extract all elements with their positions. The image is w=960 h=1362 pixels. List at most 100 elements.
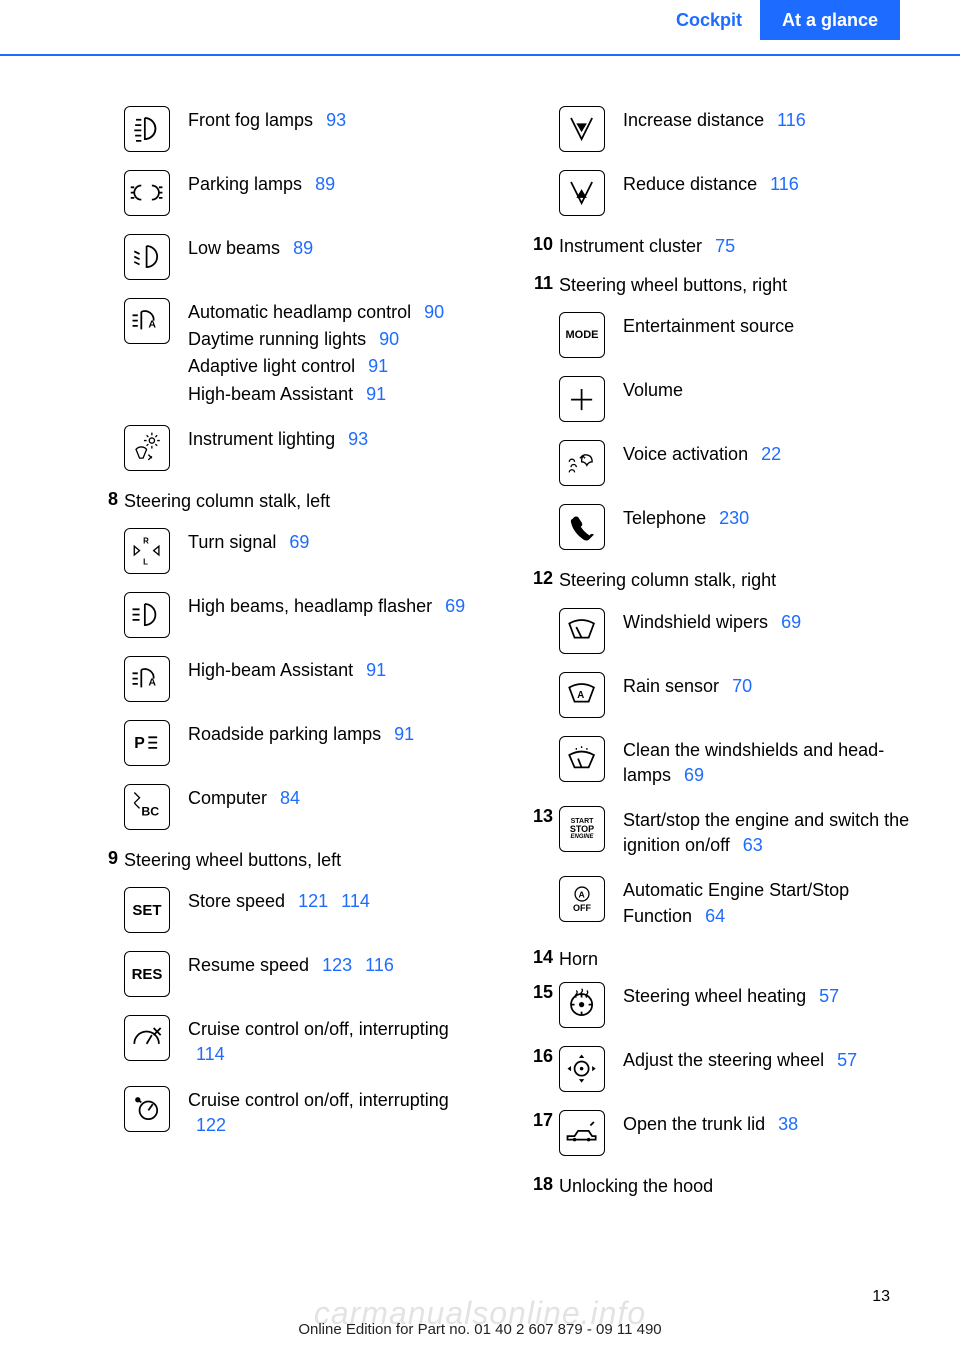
item-label: Automatic headlamp con­trol	[188, 302, 411, 322]
auto-headlamp-icon: A	[124, 298, 170, 344]
page-ref[interactable]: 84	[280, 788, 300, 808]
page-ref[interactable]: 89	[293, 238, 313, 258]
page-ref[interactable]: 38	[778, 1114, 798, 1134]
page-ref[interactable]: 116	[770, 174, 799, 194]
item-label: Computer	[188, 788, 267, 808]
svg-text:R: R	[143, 537, 149, 546]
footer-text: Online Edition for Part no. 01 40 2 607 …	[0, 1321, 960, 1338]
item-label: Unlocking the hood	[559, 1176, 713, 1196]
item-label: Reduce distance	[623, 174, 757, 194]
page-ref[interactable]: 114	[341, 891, 370, 911]
item-label: Entertainment source	[623, 316, 794, 336]
page-ref[interactable]: 69	[684, 765, 704, 785]
section-label: Steering column stalk, right	[559, 570, 776, 590]
page-ref[interactable]: 122	[196, 1115, 226, 1135]
section-label: Steering column stalk, left	[124, 491, 330, 511]
page-ref[interactable]: 70	[732, 676, 752, 696]
list-item: Cruise control on/off, interrupt­ing 114	[90, 1015, 485, 1067]
cruise-control-2-icon	[124, 1086, 170, 1132]
tab-cockpit[interactable]: Cockpit	[658, 0, 760, 40]
page-ref[interactable]: 91	[394, 724, 414, 744]
section-number: 13	[525, 806, 559, 827]
item-label: Roadside parking lamps	[188, 724, 381, 744]
page-ref[interactable]: 230	[719, 508, 749, 528]
item-label: Horn	[559, 949, 598, 969]
list-item: Voice activation 22	[525, 440, 920, 486]
reduce-distance-icon	[559, 170, 605, 216]
item-label: High-beam Assistant	[188, 660, 353, 680]
page-ref[interactable]: 90	[424, 302, 444, 322]
page-ref[interactable]: 69	[781, 612, 801, 632]
list-item: 13 STARTSTOPENGINE Start/stop the engine…	[525, 806, 920, 858]
page-ref[interactable]: 116	[365, 955, 394, 975]
header-tabs: Cockpit At a glance	[658, 0, 900, 40]
page-ref[interactable]: 116	[777, 110, 806, 130]
svg-text:BC: BC	[142, 805, 160, 819]
list-item: High beams, head­lamp flasher 69	[90, 592, 485, 638]
list-item: Cruise control on/off, interrupt­ing 122	[90, 1086, 485, 1138]
section-label: Steering wheel buttons, right	[559, 275, 787, 295]
page-ref[interactable]: 64	[705, 906, 725, 926]
section-18-title: 18 Unlocking the hood	[525, 1174, 920, 1199]
section-label: Steering wheel buttons, left	[124, 850, 341, 870]
section-8-title: 8 Steering column stalk, left	[90, 489, 485, 514]
item-label: Store speed	[188, 891, 285, 911]
page-ref[interactable]: 69	[445, 596, 465, 616]
section-number: 16	[525, 1046, 559, 1067]
left-column: Front fog lamps 93 Parking lamps 89 Low …	[90, 106, 485, 1213]
page-ref[interactable]: 123	[322, 955, 352, 975]
roadside-parking-icon: P	[124, 720, 170, 766]
list-item: RL Turn signal 69	[90, 528, 485, 574]
page-ref[interactable]: 91	[368, 356, 388, 376]
page-ref[interactable]: 93	[348, 429, 368, 449]
page-ref[interactable]: 114	[196, 1044, 225, 1064]
set-icon: SET	[124, 887, 170, 933]
item-label: Automatic Engine Start/Stop Function	[623, 880, 849, 925]
tab-at-a-glance[interactable]: At a glance	[760, 0, 900, 40]
res-icon: RES	[124, 951, 170, 997]
svg-text:A: A	[578, 690, 585, 701]
page-ref[interactable]: 93	[326, 110, 346, 130]
section-number: 17	[525, 1110, 559, 1131]
right-column: Increase distance 116 Reduce distance 11…	[525, 106, 920, 1213]
page-ref[interactable]: 75	[715, 236, 735, 256]
steering-wheel-heating-icon	[559, 982, 605, 1028]
item-label: Daytime running lights	[188, 329, 366, 349]
low-beams-icon	[124, 234, 170, 280]
item-label: Voice activation	[623, 444, 748, 464]
page-ref[interactable]: 57	[819, 986, 839, 1006]
item-label: Adaptive light control	[188, 356, 355, 376]
high-beams-icon	[124, 592, 170, 638]
item-label: Cruise control on/off, interrupt­ing	[188, 1090, 449, 1110]
section-number: 14	[525, 947, 559, 968]
telephone-icon	[559, 504, 605, 550]
svg-text:P: P	[135, 735, 146, 752]
page-ref[interactable]: 121	[298, 891, 328, 911]
page-ref[interactable]: 63	[743, 835, 763, 855]
item-label: Low beams	[188, 238, 280, 258]
page-ref[interactable]: 22	[761, 444, 781, 464]
item-label: Turn signal	[188, 532, 276, 552]
page-ref[interactable]: 69	[289, 532, 309, 552]
mode-icon: MODE	[559, 312, 605, 358]
item-label: Rain sensor	[623, 676, 719, 696]
section-9-title: 9 Steering wheel buttons, left	[90, 848, 485, 873]
item-label: Volume	[623, 380, 683, 400]
list-item: 17 Open the trunk lid 38	[525, 1110, 920, 1156]
list-item: Reduce distance 116	[525, 170, 920, 216]
page-ref[interactable]: 89	[315, 174, 335, 194]
section-11-title: 11 Steering wheel buttons, right	[525, 273, 920, 298]
list-item: 16 Adjust the steering wheel 57	[525, 1046, 920, 1092]
page-ref[interactable]: 57	[837, 1050, 857, 1070]
clean-windshield-icon	[559, 736, 605, 782]
list-item: P Roadside parking lamps 91	[90, 720, 485, 766]
page-ref[interactable]: 90	[379, 329, 399, 349]
list-item: A OFF Automatic Engine Start/Stop Functi…	[525, 876, 920, 928]
list-item: Telephone 230	[525, 504, 920, 550]
item-label: Open the trunk lid	[623, 1114, 765, 1134]
page-ref[interactable]: 91	[366, 660, 386, 680]
rain-sensor-icon: A	[559, 672, 605, 718]
item-label: Start/stop the engine and switch the ign…	[623, 810, 909, 855]
page-ref[interactable]: 91	[366, 384, 386, 404]
item-label: Windshield wipers	[623, 612, 768, 632]
